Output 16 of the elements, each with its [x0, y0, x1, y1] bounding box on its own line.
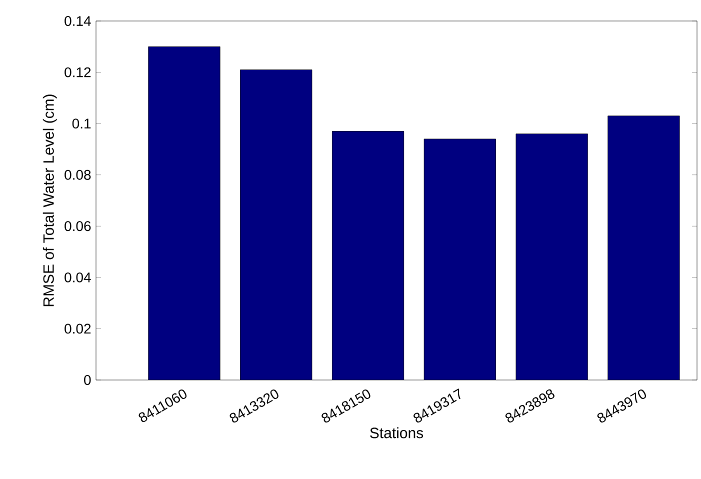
y-tick-label: 0.04	[64, 272, 91, 282]
y-tick-label: 0.08	[64, 170, 91, 180]
bar	[516, 134, 588, 380]
y-tick-label: 0	[84, 375, 91, 385]
bar	[424, 138, 496, 380]
y-tick-label: 0.06	[64, 221, 91, 232]
y-tick-label: 0.1	[72, 118, 91, 129]
bar	[608, 116, 680, 380]
bar	[240, 70, 312, 380]
bar	[148, 46, 220, 380]
y-tick-label: 0.02	[64, 324, 91, 334]
y-tick-label: 0.12	[64, 67, 91, 78]
bar	[332, 131, 404, 380]
y-axis-title: RMSE of Total Water Level (cm)	[42, 94, 57, 306]
x-axis-title: Stations	[370, 427, 424, 438]
y-tick-label: 0.14	[64, 16, 91, 26]
